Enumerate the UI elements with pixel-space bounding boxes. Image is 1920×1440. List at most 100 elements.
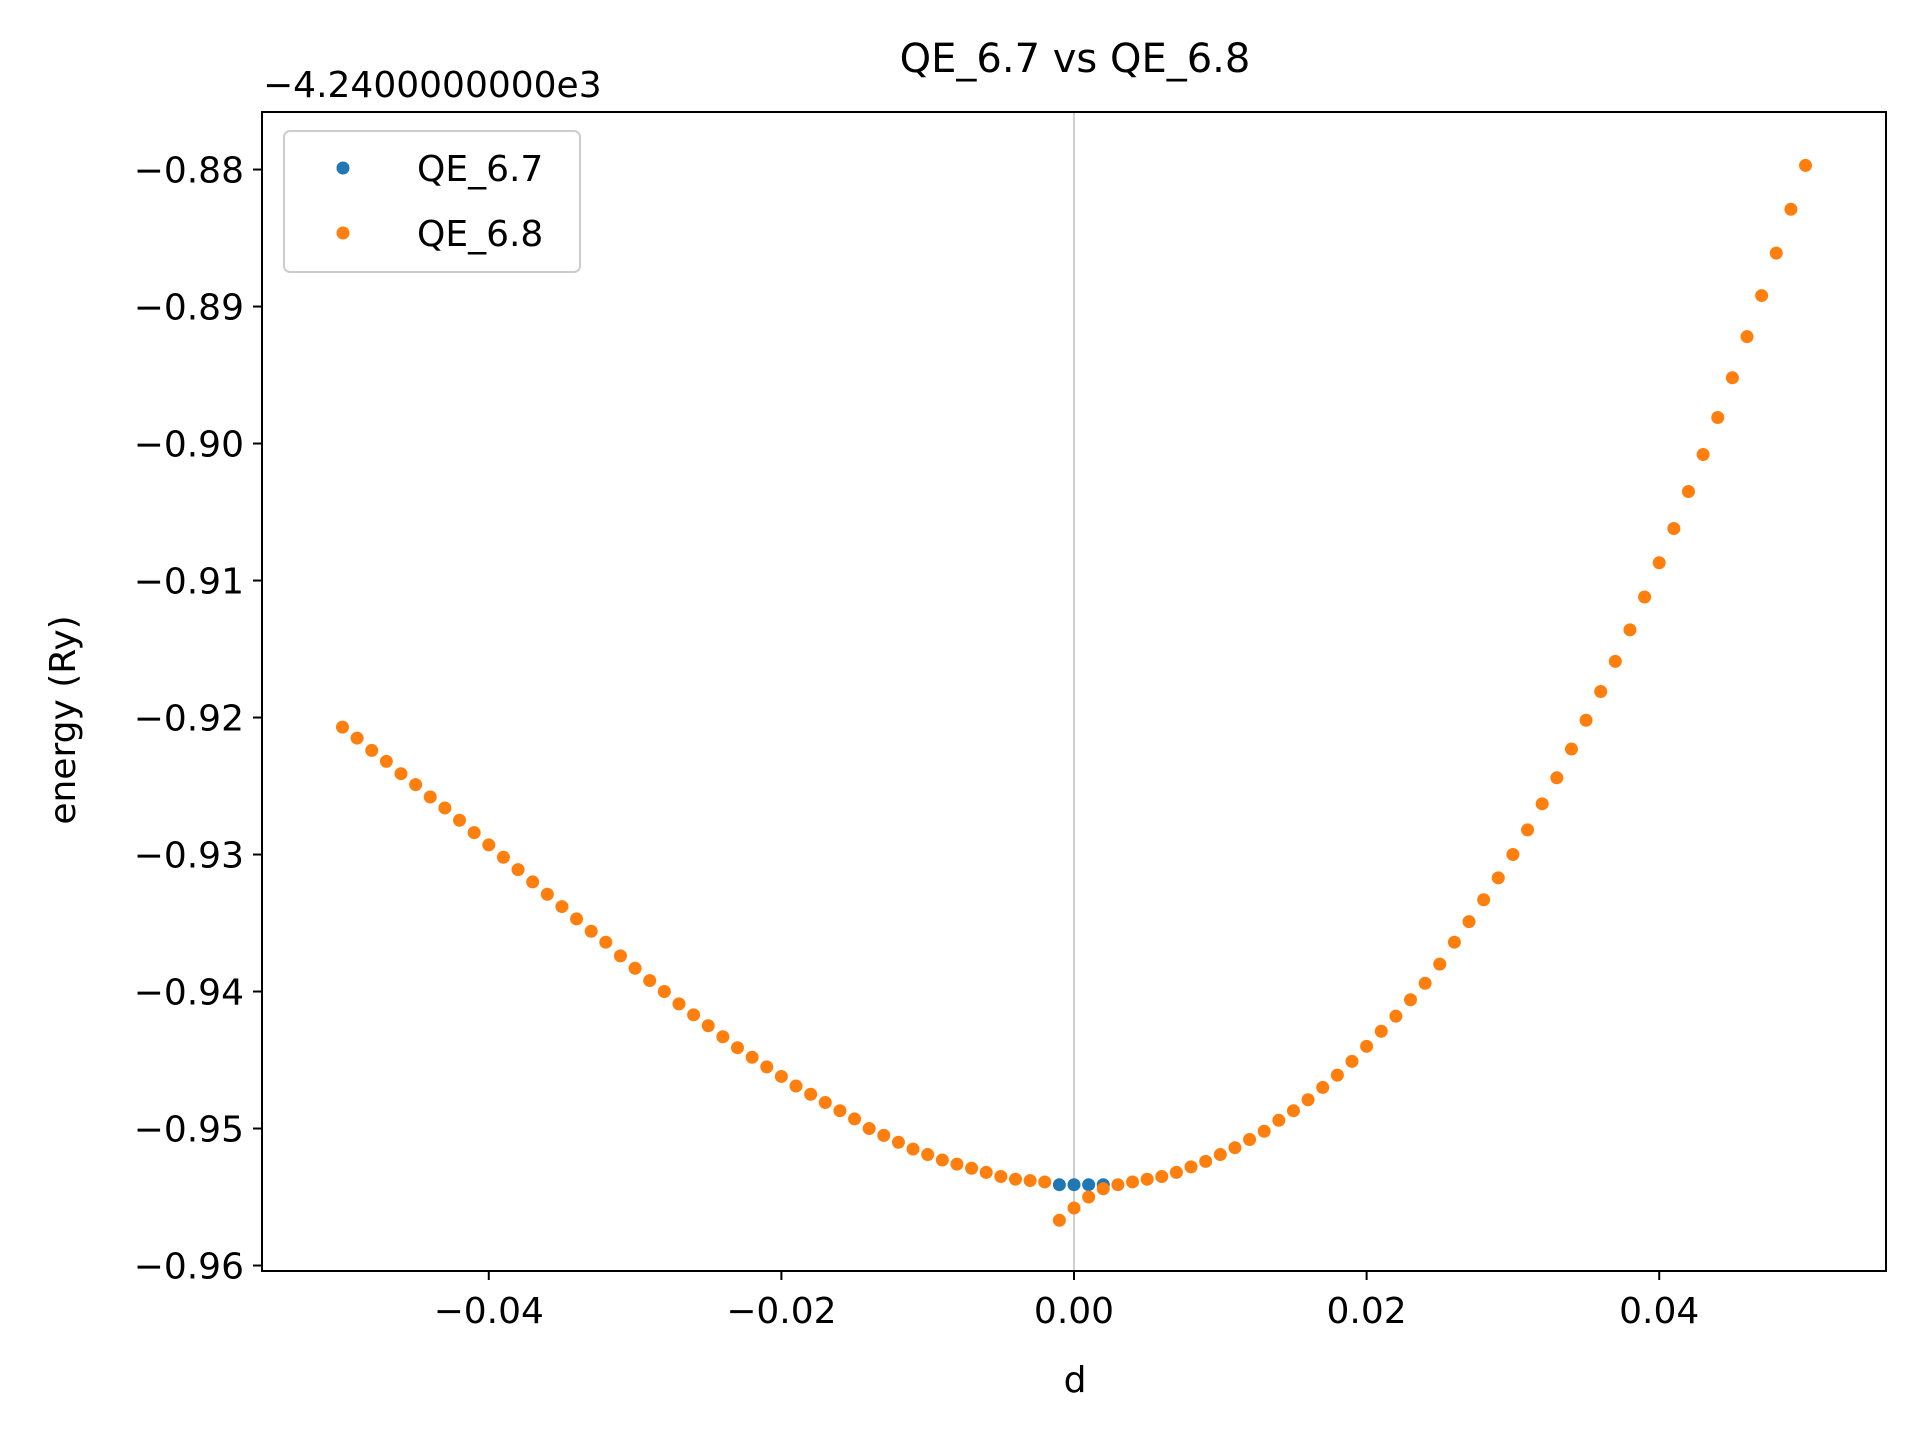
data-point [1799,158,1813,172]
data-point [877,1128,891,1142]
data-point [1330,1068,1344,1082]
data-point [994,1169,1008,1183]
data-point [950,1157,964,1171]
data-point [1564,742,1578,756]
legend: QE_6.7 QE_6.8 [283,130,581,273]
y-tick-label: −0.93 [134,836,244,877]
data-point [848,1112,862,1126]
chart-title: QE_6.7 vs QE_6.8 [900,36,1251,82]
data-point [1462,915,1476,929]
data-point [1638,590,1652,604]
data-point [1008,1172,1022,1186]
y-tick-label: −0.91 [134,562,244,603]
data-point [774,1069,788,1083]
data-point [921,1148,935,1162]
y-tick-label: −0.88 [134,151,244,192]
data-point [657,985,671,999]
data-point [1155,1169,1169,1183]
data-point [862,1122,876,1136]
data-point [1623,623,1637,637]
data-point [1594,685,1608,698]
series-layer [335,158,1813,1227]
data-point [1447,935,1461,949]
data-point [1769,246,1783,260]
data-point [1184,1160,1198,1174]
y-tick-label: −0.95 [134,1110,244,1151]
data-point [687,1008,701,1022]
data-point [906,1142,920,1156]
data-point [1418,976,1432,990]
data-point [379,754,393,768]
data-point [1023,1174,1037,1188]
y-axis-label: energy (Ry) [43,615,84,824]
y-tick-label: −0.89 [134,288,244,329]
data-point [1169,1165,1183,1179]
data-point [730,1041,744,1055]
data-point [1316,1080,1330,1094]
data-point [394,767,408,781]
data-point [1740,330,1754,344]
data-point [1243,1132,1257,1146]
data-point [818,1095,832,1109]
data-point [1126,1175,1140,1189]
legend-marker-qe68 [336,226,350,240]
data-point [1725,371,1739,385]
x-tick-label: 0.02 [1327,1291,1407,1332]
data-point [1199,1154,1213,1168]
data-point [1345,1054,1359,1068]
y-tick-label: −0.94 [134,973,244,1014]
data-point [1491,871,1505,885]
data-point [1082,1178,1096,1192]
data-point [1608,654,1622,668]
data-point [1140,1172,1154,1186]
y-tick-label: −0.96 [134,1247,244,1288]
data-point [1374,1024,1388,1038]
data-point [935,1153,949,1167]
x-axis: −0.04 −0.02 0.00 0.02 0.04 [434,1271,1699,1332]
data-point [745,1050,759,1064]
data-point [1301,1093,1315,1107]
data-point [760,1060,774,1074]
data-point [979,1165,993,1179]
data-point [1667,521,1681,535]
data-point [965,1161,979,1175]
legend-label-qe67: QE_6.7 [417,149,543,190]
data-point [1067,1201,1081,1215]
data-point [1652,556,1666,570]
data-point [1360,1039,1374,1053]
data-point [1506,848,1520,862]
data-point [599,935,613,949]
y-offset-text: −4.2400000000e3 [263,65,602,106]
data-point [540,887,554,901]
series-qe-6-8 [335,158,1813,1227]
data-point [1521,823,1535,837]
data-point [496,850,510,864]
data-point [1755,289,1769,303]
data-point [1228,1141,1242,1155]
data-point [1433,957,1447,971]
data-point [1286,1104,1300,1118]
data-point [365,743,379,757]
data-point [833,1104,847,1118]
data-point [1404,993,1418,1007]
y-tick-label: −0.90 [134,425,244,466]
data-point [1477,893,1491,907]
data-point [1389,1009,1403,1023]
x-tick-label: 0.00 [1034,1291,1114,1332]
data-point [1784,202,1798,216]
data-point [570,912,584,926]
data-point [1272,1113,1286,1127]
data-point [526,875,540,889]
data-point [350,731,364,745]
data-point [643,974,657,988]
data-point [438,801,452,815]
data-point [716,1030,730,1044]
data-point [891,1135,905,1149]
data-point [1213,1148,1227,1162]
data-point [1550,771,1564,785]
x-tick-label: −0.04 [434,1291,544,1332]
data-point [1067,1178,1081,1192]
y-axis: −0.96 −0.95 −0.94 −0.93 −0.92 −0.91 −0.90 −0.89… [134,151,262,1288]
data-point [1535,797,1549,811]
